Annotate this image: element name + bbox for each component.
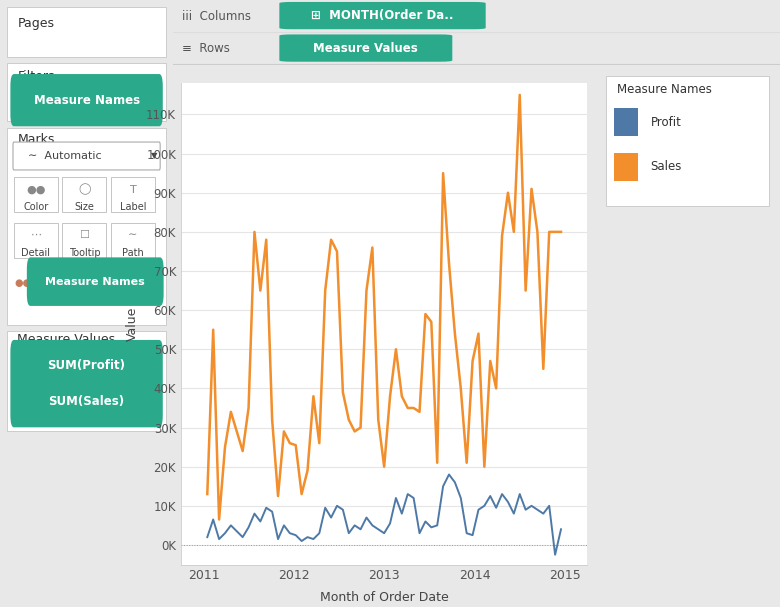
FancyBboxPatch shape xyxy=(7,331,166,431)
Text: T: T xyxy=(129,185,136,195)
FancyBboxPatch shape xyxy=(14,223,58,258)
Text: ◯: ◯ xyxy=(78,184,90,195)
FancyBboxPatch shape xyxy=(111,223,155,258)
FancyBboxPatch shape xyxy=(10,340,163,391)
Text: Pages: Pages xyxy=(17,16,55,30)
Text: Profit: Profit xyxy=(651,116,682,129)
Text: Measure Names: Measure Names xyxy=(617,83,712,96)
Text: Tooltip: Tooltip xyxy=(69,248,100,258)
Text: ⋯: ⋯ xyxy=(30,230,41,240)
FancyBboxPatch shape xyxy=(606,76,769,206)
Text: SUM(Sales): SUM(Sales) xyxy=(48,395,125,409)
FancyBboxPatch shape xyxy=(62,223,107,258)
Text: Detail: Detail xyxy=(21,248,51,258)
Text: Measure Values: Measure Values xyxy=(314,41,418,55)
Text: ∼  Automatic: ∼ Automatic xyxy=(28,151,101,161)
Text: ≡  Rows: ≡ Rows xyxy=(183,42,230,55)
FancyBboxPatch shape xyxy=(614,108,638,137)
FancyBboxPatch shape xyxy=(10,376,163,427)
X-axis label: Month of Order Date: Month of Order Date xyxy=(320,591,448,604)
Text: Measure Names: Measure Names xyxy=(45,277,145,287)
FancyBboxPatch shape xyxy=(279,2,486,29)
FancyBboxPatch shape xyxy=(62,177,107,212)
Text: SUM(Profit): SUM(Profit) xyxy=(48,359,126,372)
Text: Measure Values: Measure Values xyxy=(17,333,115,347)
FancyBboxPatch shape xyxy=(27,257,164,306)
Text: Color: Color xyxy=(23,202,48,212)
Y-axis label: Value: Value xyxy=(126,307,139,341)
FancyBboxPatch shape xyxy=(279,35,452,62)
Text: Measure Names: Measure Names xyxy=(34,93,140,107)
FancyBboxPatch shape xyxy=(614,153,638,181)
FancyBboxPatch shape xyxy=(7,63,166,121)
FancyBboxPatch shape xyxy=(10,74,163,126)
Text: Marks: Marks xyxy=(17,133,55,146)
Text: Filters: Filters xyxy=(17,70,55,83)
FancyBboxPatch shape xyxy=(14,177,58,212)
Text: ●●: ●● xyxy=(15,278,32,288)
Text: Path: Path xyxy=(122,248,144,258)
FancyBboxPatch shape xyxy=(111,177,155,212)
Text: ∼: ∼ xyxy=(128,230,137,240)
Text: iii  Columns: iii Columns xyxy=(183,10,251,22)
Text: Label: Label xyxy=(119,202,146,212)
FancyBboxPatch shape xyxy=(13,142,160,170)
Text: ⊞  MONTH(Order Da..: ⊞ MONTH(Order Da.. xyxy=(311,9,454,22)
Text: Size: Size xyxy=(74,202,94,212)
FancyBboxPatch shape xyxy=(7,7,166,57)
Text: ▼: ▼ xyxy=(151,152,157,160)
Text: ●●: ●● xyxy=(27,185,46,195)
Text: Sales: Sales xyxy=(651,160,682,174)
Text: ☐: ☐ xyxy=(80,230,90,240)
FancyBboxPatch shape xyxy=(7,128,166,325)
